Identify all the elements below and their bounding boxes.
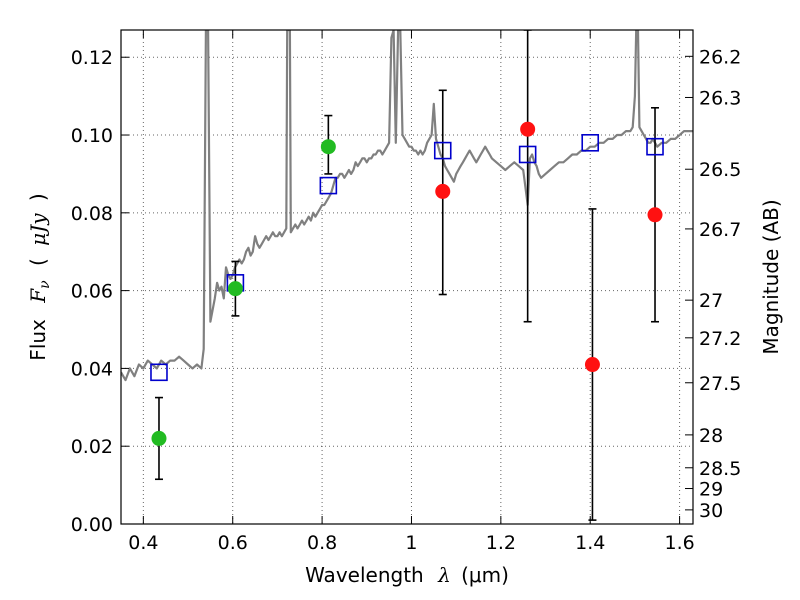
y-axis-label: Flux Fν ( μJy ): [26, 193, 54, 360]
nir-photometry-point: [584, 357, 600, 373]
x-axis-label: Wavelength λ (μm): [305, 563, 509, 587]
plot-frame: [120, 29, 694, 525]
model-photometry-square: [646, 137, 664, 156]
sed-model-layer: [121, 30, 693, 382]
y-tick-label: 0.02: [71, 436, 113, 458]
x-tick-label: 0.4: [128, 532, 158, 554]
y2-tick-label: 26.5: [699, 159, 741, 181]
y2-axis-label: Magnitude (AB): [759, 199, 783, 354]
points-layer: [150, 121, 664, 446]
model-photometry-square: [581, 134, 600, 152]
model-photometry-square: [433, 141, 452, 160]
axis-ticks: 0.4 0.6 0.8 1 1.2 1.4 1.6 0.00 0.02 0.04 0.06 0.08 0…: [71, 30, 741, 554]
y-tick-label: 0.10: [71, 125, 113, 147]
y2-tick-label: 30: [699, 500, 723, 522]
nir-photometry-point: [520, 121, 536, 137]
y2-tick-label: 26.7: [699, 219, 741, 241]
optical-photometry-point: [320, 139, 336, 155]
y2-tick-label: 28: [699, 425, 723, 447]
y2-tick-label: 27.5: [699, 373, 741, 395]
y2-tick-label: 27.2: [699, 328, 741, 350]
x-tick-label: 0.8: [307, 532, 337, 554]
y2-tick-label: 26.2: [699, 46, 741, 68]
nir-photometry-point: [647, 207, 663, 223]
model-photometry-square: [150, 363, 168, 382]
x-tick-label: 0.6: [218, 532, 248, 554]
y2-tick-label: 26.3: [699, 87, 741, 109]
x-tick-label: 1: [405, 532, 417, 554]
y-tick-label: 0.12: [71, 47, 113, 69]
y-tick-label: 0.06: [71, 281, 113, 303]
optical-photometry-point: [151, 430, 167, 446]
y2-tick-label: 28.5: [699, 458, 741, 480]
plot-area: [121, 30, 693, 524]
optical-photometry-point: [227, 281, 243, 297]
nir-photometry-point: [435, 183, 451, 199]
x-tick-label: 1.2: [486, 532, 516, 554]
sed-model-line: [121, 30, 693, 382]
y2-tick-label: 29: [699, 479, 723, 501]
y-tick-label: 0.00: [71, 514, 113, 536]
y-tick-label: 0.04: [71, 358, 113, 380]
model-photometry-square: [518, 145, 537, 164]
y-tick-label: 0.08: [71, 203, 113, 225]
y2-tick-label: 27: [699, 290, 723, 312]
model-photometry-square: [319, 176, 338, 195]
x-tick-label: 1.4: [575, 532, 605, 554]
x-tick-label: 1.6: [664, 532, 694, 554]
